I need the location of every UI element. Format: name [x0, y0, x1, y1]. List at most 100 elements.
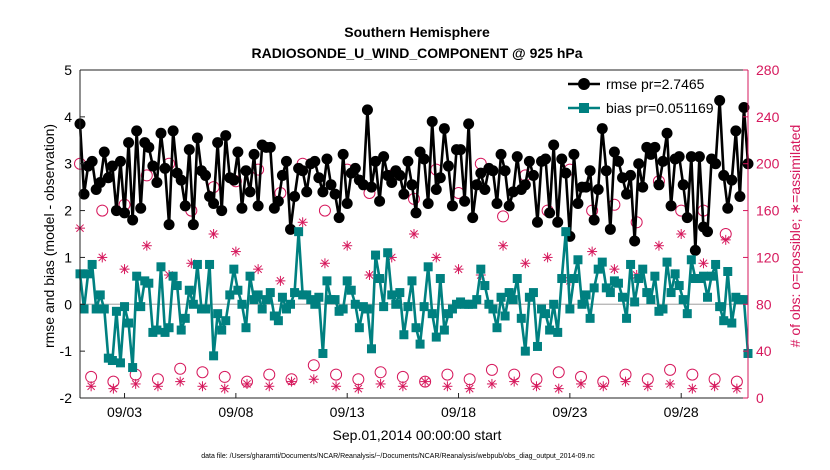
- asterisk-stroke: [454, 265, 463, 274]
- bias-point: [391, 299, 401, 309]
- rmse-point: [361, 104, 373, 116]
- rmse-point: [248, 148, 260, 160]
- rmse-point: [135, 202, 147, 214]
- bias-point: [253, 290, 263, 300]
- bias-point: [192, 259, 202, 269]
- rmse-point: [556, 153, 568, 165]
- rmse-point: [572, 198, 584, 210]
- rmse-point: [495, 148, 507, 160]
- rmse-point: [276, 169, 288, 181]
- rmse-point: [333, 212, 345, 224]
- bias-point: [524, 292, 534, 302]
- obs-possible-point: [664, 363, 677, 376]
- bias-point: [395, 288, 405, 298]
- bias-point: [646, 295, 656, 305]
- asterisk-stroke: [398, 382, 407, 391]
- bias-point: [132, 271, 142, 281]
- bias-point: [532, 341, 542, 351]
- x-tick-label: 09/28: [664, 404, 699, 420]
- bias-point: [245, 271, 255, 281]
- obs-assimilated-point: [720, 234, 731, 245]
- asterisk-stroke: [432, 253, 441, 262]
- rmse-point: [272, 195, 284, 207]
- rmse-point: [596, 123, 608, 135]
- asterisk-stroke: [354, 384, 363, 393]
- obs-assimilated-point: [542, 252, 553, 263]
- rmse-point: [155, 127, 167, 139]
- rmse-point: [734, 191, 746, 203]
- bias-point: [318, 348, 328, 358]
- obs-assimilated-point: [130, 378, 141, 389]
- bias-point: [91, 304, 101, 314]
- rmse-point: [479, 183, 491, 195]
- rmse-point: [341, 198, 353, 210]
- bias-point: [480, 281, 490, 291]
- bias-point: [294, 227, 304, 237]
- rmse-point: [240, 165, 252, 177]
- obs-assimilated-point: [141, 240, 152, 251]
- rmse-point: [228, 174, 240, 186]
- bias-point: [423, 262, 433, 272]
- bias-point: [508, 295, 518, 305]
- bias-point: [221, 316, 231, 326]
- obs-assimilated-point: [676, 229, 687, 239]
- asterisk-stroke: [532, 382, 541, 391]
- bias-point: [371, 250, 381, 260]
- bias-point: [739, 295, 749, 305]
- obs-assimilated-point: [420, 376, 431, 387]
- bias-point: [504, 288, 514, 298]
- bias-point: [634, 274, 644, 284]
- rmse-point: [629, 235, 641, 247]
- rmse-line: [78, 100, 750, 251]
- rmse-point: [394, 169, 406, 181]
- bias-point: [650, 271, 660, 281]
- rmse-point: [661, 127, 673, 139]
- bias-point: [516, 313, 526, 323]
- bias-point: [128, 363, 138, 373]
- rmse-point: [527, 169, 539, 181]
- bias-point: [229, 264, 239, 274]
- rmse-point: [592, 183, 604, 195]
- obs-assimilated-point: [219, 383, 230, 394]
- bias-point: [160, 327, 170, 337]
- bias-point: [488, 304, 498, 314]
- obs-possible-point: [330, 368, 343, 381]
- obs-assimilated-point: [653, 240, 664, 251]
- obs-assimilated-point: [442, 381, 453, 392]
- asterisk-stroke: [721, 235, 730, 244]
- asterisk-stroke: [487, 379, 496, 388]
- obs-assimilated-point: [687, 383, 698, 394]
- rmse-point: [94, 176, 106, 188]
- x-tick-label: 09/08: [218, 404, 253, 420]
- bias-point: [419, 302, 429, 312]
- obs-assimilated-point: [665, 378, 676, 389]
- rmse-point: [280, 155, 292, 167]
- rmse-point: [657, 155, 669, 167]
- asterisk-stroke: [254, 265, 263, 274]
- bias-point: [605, 288, 615, 298]
- bias-point: [617, 292, 627, 302]
- bias-point: [537, 304, 547, 314]
- bias-point: [601, 283, 611, 293]
- rmse-point: [131, 125, 143, 137]
- data-file-note: data file: /Users/gharamti/Documents/NCA…: [201, 453, 595, 460]
- rmse-point: [649, 141, 661, 153]
- rmse-point: [398, 188, 410, 200]
- rmse-point: [86, 155, 98, 167]
- rmse-point: [604, 223, 616, 235]
- rmse-point: [442, 160, 454, 172]
- y-right-tick-label: 240: [756, 109, 780, 125]
- bias-point: [225, 290, 235, 300]
- obs-assimilated-point: [86, 381, 97, 392]
- asterisk-stroke: [320, 259, 329, 268]
- rmse-point: [78, 188, 90, 200]
- rmse-point: [220, 130, 232, 142]
- bias-point: [120, 302, 130, 312]
- rmse-series: [74, 94, 754, 256]
- asterisk-stroke: [699, 259, 708, 268]
- obs-possible-point: [218, 370, 231, 383]
- rmse-point: [693, 151, 705, 163]
- obs-assimilated-point: [275, 275, 286, 286]
- bias-point: [107, 356, 117, 366]
- bias-point: [241, 323, 251, 333]
